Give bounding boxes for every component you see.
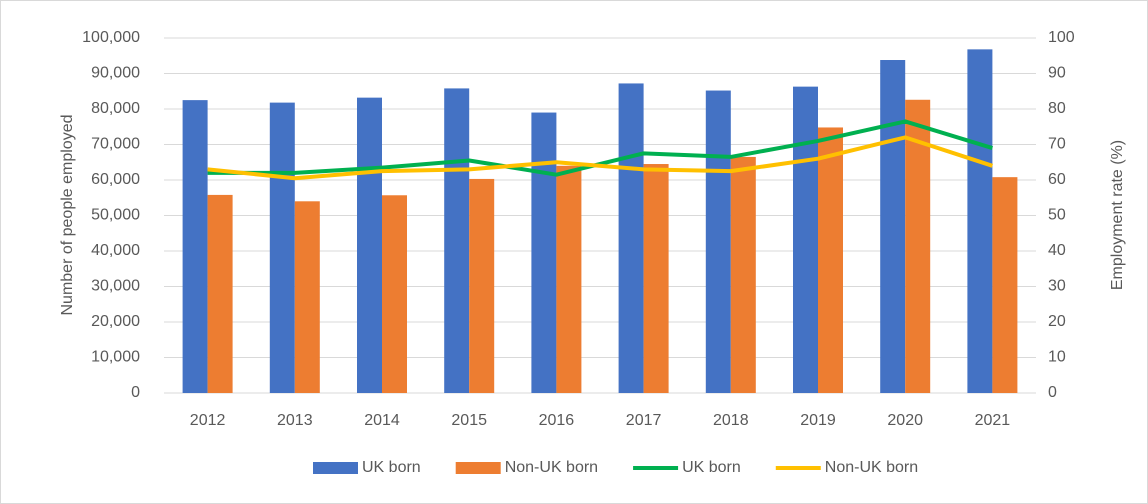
- y-tick-label: 50,000: [91, 207, 140, 224]
- x-tick-label: 2021: [975, 412, 1011, 429]
- x-tick-label: 2015: [451, 412, 487, 429]
- bar: [269, 102, 295, 394]
- y-tick-label: 100,000: [82, 29, 140, 46]
- x-tick-label: 2018: [713, 412, 749, 429]
- y-tick-label: 0: [131, 384, 140, 401]
- bar: [618, 83, 644, 393]
- bar: [793, 86, 818, 393]
- bar: [818, 127, 843, 394]
- y-tick-label: 80,000: [91, 100, 140, 117]
- y-tick-label: 90,000: [91, 65, 140, 82]
- y2-tick-label: 60: [1048, 171, 1066, 188]
- y-tick-label: 10,000: [91, 349, 140, 366]
- y2-tick-label: 0: [1048, 384, 1057, 401]
- y-tick-label: 30,000: [91, 278, 140, 295]
- bar: [357, 97, 382, 393]
- x-tick-label: 2016: [539, 412, 575, 429]
- bar: [730, 156, 756, 393]
- y2-tick-label: 10: [1048, 349, 1066, 366]
- bar: [207, 194, 233, 393]
- bar: [643, 164, 669, 393]
- x-tick-label: 2012: [190, 412, 226, 429]
- bar: [469, 178, 495, 393]
- y-tick-label: 40,000: [91, 242, 140, 259]
- x-tick-label: 2013: [277, 412, 313, 429]
- x-tick-label: 2017: [626, 412, 662, 429]
- y2-tick-label: 100: [1048, 29, 1075, 46]
- y2-tick-label: 70: [1048, 136, 1066, 153]
- legend-label: UK born: [682, 459, 741, 476]
- legend-swatch: [313, 462, 358, 474]
- bar: [531, 112, 557, 394]
- y-tick-label: 20,000: [91, 313, 140, 330]
- bar: [556, 165, 582, 393]
- y-tick-label: 60,000: [91, 171, 140, 188]
- y-axis-title: Number of people employed: [59, 114, 76, 315]
- bar: [182, 100, 208, 393]
- legend-label: UK born: [362, 459, 421, 476]
- legend-label: Non-UK born: [505, 459, 598, 476]
- bar: [382, 195, 407, 393]
- y2-tick-label: 50: [1048, 207, 1066, 224]
- bar: [294, 201, 320, 393]
- bar: [880, 60, 906, 393]
- bar: [705, 90, 731, 393]
- bar: [444, 88, 470, 393]
- y-tick-label: 70,000: [91, 136, 140, 153]
- y2-axis-title: Employment rate (%): [1109, 140, 1126, 290]
- y2-tick-label: 20: [1048, 313, 1066, 330]
- y2-tick-label: 30: [1048, 278, 1066, 295]
- bar: [905, 99, 931, 394]
- legend-swatch: [455, 462, 501, 474]
- line: [207, 135, 994, 181]
- x-tick-label: 2019: [800, 412, 836, 429]
- bar: [992, 177, 1018, 393]
- x-tick-label: 2020: [887, 412, 923, 429]
- y2-tick-label: 40: [1048, 242, 1066, 259]
- y2-tick-label: 80: [1048, 100, 1066, 117]
- x-tick-label: 2014: [364, 412, 400, 429]
- y2-tick-label: 90: [1048, 65, 1066, 82]
- bar: [967, 49, 993, 394]
- legend-label: Non-UK born: [825, 459, 918, 476]
